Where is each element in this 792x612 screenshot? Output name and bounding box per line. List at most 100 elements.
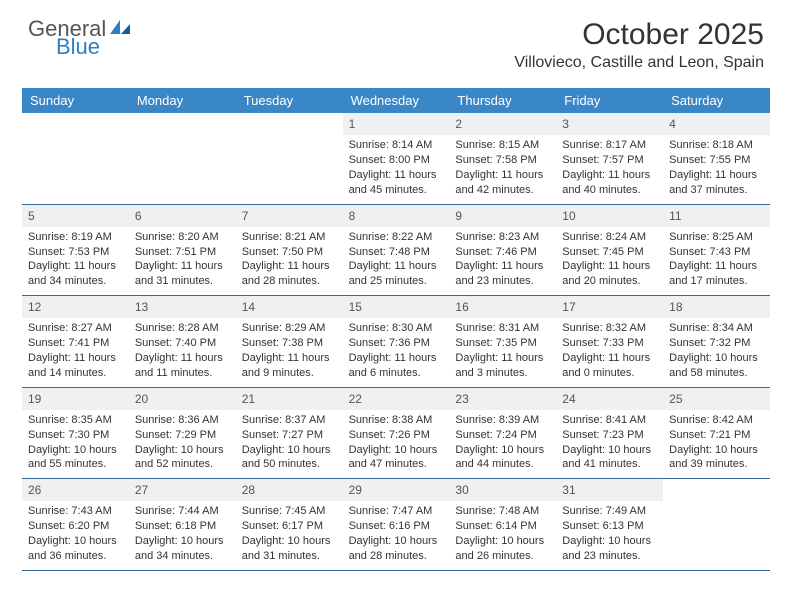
sunrise-text: Sunrise: 8:37 AM	[242, 413, 337, 428]
day-number: 4	[663, 113, 770, 135]
sunrise-text: Sunrise: 8:38 AM	[349, 413, 444, 428]
daylight-text: Daylight: 10 hours and 41 minutes.	[562, 443, 657, 473]
sunrise-text: Sunrise: 8:18 AM	[669, 138, 764, 153]
sunrise-text: Sunrise: 8:34 AM	[669, 321, 764, 336]
day-number: 23	[449, 388, 556, 410]
sunset-text: Sunset: 7:57 PM	[562, 153, 657, 168]
day-number: 8	[343, 205, 450, 227]
daylight-text: Daylight: 10 hours and 23 minutes.	[562, 534, 657, 564]
daylight-text: Daylight: 11 hours and 14 minutes.	[28, 351, 123, 381]
sunset-text: Sunset: 7:30 PM	[28, 428, 123, 443]
header: General Blue October 2025 Villovieco, Ca…	[0, 0, 792, 80]
day-cell: 23Sunrise: 8:39 AMSunset: 7:24 PMDayligh…	[449, 388, 556, 479]
sunset-text: Sunset: 7:50 PM	[242, 245, 337, 260]
daylight-text: Daylight: 10 hours and 52 minutes.	[135, 443, 230, 473]
sunset-text: Sunset: 6:13 PM	[562, 519, 657, 534]
sunrise-text: Sunrise: 7:45 AM	[242, 504, 337, 519]
sunset-text: Sunset: 7:38 PM	[242, 336, 337, 351]
day-number: 29	[343, 479, 450, 501]
daylight-text: Daylight: 11 hours and 28 minutes.	[242, 259, 337, 289]
sunset-text: Sunset: 7:45 PM	[562, 245, 657, 260]
day-number: 1	[343, 113, 450, 135]
sunrise-text: Sunrise: 8:15 AM	[455, 138, 550, 153]
sunset-text: Sunset: 7:51 PM	[135, 245, 230, 260]
sunrise-text: Sunrise: 8:36 AM	[135, 413, 230, 428]
daylight-text: Daylight: 10 hours and 55 minutes.	[28, 443, 123, 473]
day-number: 11	[663, 205, 770, 227]
day-cell: .	[236, 113, 343, 204]
sunset-text: Sunset: 7:55 PM	[669, 153, 764, 168]
sunset-text: Sunset: 7:26 PM	[349, 428, 444, 443]
day-cell: 12Sunrise: 8:27 AMSunset: 7:41 PMDayligh…	[22, 296, 129, 387]
daylight-text: Daylight: 10 hours and 31 minutes.	[242, 534, 337, 564]
week-row: 19Sunrise: 8:35 AMSunset: 7:30 PMDayligh…	[22, 388, 770, 480]
day-cell: 25Sunrise: 8:42 AMSunset: 7:21 PMDayligh…	[663, 388, 770, 479]
weekday-header: Sunday	[22, 88, 129, 113]
day-cell: 20Sunrise: 8:36 AMSunset: 7:29 PMDayligh…	[129, 388, 236, 479]
daylight-text: Daylight: 11 hours and 40 minutes.	[562, 168, 657, 198]
sunset-text: Sunset: 8:00 PM	[349, 153, 444, 168]
week-row: 12Sunrise: 8:27 AMSunset: 7:41 PMDayligh…	[22, 296, 770, 388]
daylight-text: Daylight: 11 hours and 20 minutes.	[562, 259, 657, 289]
daylight-text: Daylight: 11 hours and 25 minutes.	[349, 259, 444, 289]
sunset-text: Sunset: 7:32 PM	[669, 336, 764, 351]
daylight-text: Daylight: 11 hours and 0 minutes.	[562, 351, 657, 381]
sunset-text: Sunset: 7:27 PM	[242, 428, 337, 443]
daylight-text: Daylight: 10 hours and 39 minutes.	[669, 443, 764, 473]
sunrise-text: Sunrise: 7:43 AM	[28, 504, 123, 519]
day-number: 24	[556, 388, 663, 410]
day-cell: 26Sunrise: 7:43 AMSunset: 6:20 PMDayligh…	[22, 479, 129, 570]
sunrise-text: Sunrise: 8:14 AM	[349, 138, 444, 153]
day-cell: 31 Sunrise: 7:49 AMSunset: 6:13 PMDayligh…	[556, 479, 663, 570]
daylight-text: Daylight: 11 hours and 6 minutes.	[349, 351, 444, 381]
logo-word-blue: Blue	[56, 36, 100, 58]
day-cell: 17Sunrise: 8:32 AMSunset: 7:33 PMDayligh…	[556, 296, 663, 387]
daylight-text: Daylight: 11 hours and 17 minutes.	[669, 259, 764, 289]
sunset-text: Sunset: 6:20 PM	[28, 519, 123, 534]
day-number: 14	[236, 296, 343, 318]
day-number: 25	[663, 388, 770, 410]
sunrise-text: Sunrise: 7:49 AM	[562, 504, 657, 519]
sunset-text: Sunset: 7:53 PM	[28, 245, 123, 260]
weekday-header-row: SundayMondayTuesdayWednesdayThursdayFrid…	[22, 88, 770, 113]
day-cell: 11Sunrise: 8:25 AMSunset: 7:43 PMDayligh…	[663, 205, 770, 296]
daylight-text: Daylight: 10 hours and 47 minutes.	[349, 443, 444, 473]
sunrise-text: Sunrise: 8:27 AM	[28, 321, 123, 336]
sunrise-text: Sunrise: 8:29 AM	[242, 321, 337, 336]
day-cell: 10Sunrise: 8:24 AMSunset: 7:45 PMDayligh…	[556, 205, 663, 296]
weekday-header: Saturday	[663, 88, 770, 113]
day-number: 17	[556, 296, 663, 318]
weekday-header: Thursday	[449, 88, 556, 113]
day-cell: 8Sunrise: 8:22 AMSunset: 7:48 PMDaylight…	[343, 205, 450, 296]
sunset-text: Sunset: 7:24 PM	[455, 428, 550, 443]
day-cell: 2Sunrise: 8:15 AMSunset: 7:58 PMDaylight…	[449, 113, 556, 204]
day-cell: 14Sunrise: 8:29 AMSunset: 7:38 PMDayligh…	[236, 296, 343, 387]
sunset-text: Sunset: 7:41 PM	[28, 336, 123, 351]
location-subtitle: Villovieco, Castille and Leon, Spain	[514, 54, 764, 72]
day-cell: 22Sunrise: 8:38 AMSunset: 7:26 PMDayligh…	[343, 388, 450, 479]
logo: General Blue	[28, 18, 132, 58]
day-cell: .	[129, 113, 236, 204]
daylight-text: Daylight: 11 hours and 23 minutes.	[455, 259, 550, 289]
logo-sail-icon	[108, 18, 132, 40]
day-cell: 24Sunrise: 8:41 AMSunset: 7:23 PMDayligh…	[556, 388, 663, 479]
sunset-text: Sunset: 7:58 PM	[455, 153, 550, 168]
sunrise-text: Sunrise: 8:19 AM	[28, 230, 123, 245]
day-cell: 28Sunrise: 7:45 AMSunset: 6:17 PMDayligh…	[236, 479, 343, 570]
sunset-text: Sunset: 7:35 PM	[455, 336, 550, 351]
daylight-text: Daylight: 11 hours and 31 minutes.	[135, 259, 230, 289]
week-row: 5Sunrise: 8:19 AMSunset: 7:53 PMDaylight…	[22, 205, 770, 297]
day-number: 31	[556, 479, 663, 501]
sunrise-text: Sunrise: 8:39 AM	[455, 413, 550, 428]
day-number: 27	[129, 479, 236, 501]
sunrise-text: Sunrise: 7:47 AM	[349, 504, 444, 519]
day-cell: 1Sunrise: 8:14 AMSunset: 8:00 PMDaylight…	[343, 113, 450, 204]
sunset-text: Sunset: 6:14 PM	[455, 519, 550, 534]
sunset-text: Sunset: 7:43 PM	[669, 245, 764, 260]
sunrise-text: Sunrise: 8:22 AM	[349, 230, 444, 245]
sunset-text: Sunset: 6:16 PM	[349, 519, 444, 534]
day-cell: 15Sunrise: 8:30 AMSunset: 7:36 PMDayligh…	[343, 296, 450, 387]
sunrise-text: Sunrise: 8:41 AM	[562, 413, 657, 428]
sunrise-text: Sunrise: 8:20 AM	[135, 230, 230, 245]
day-cell: 19Sunrise: 8:35 AMSunset: 7:30 PMDayligh…	[22, 388, 129, 479]
